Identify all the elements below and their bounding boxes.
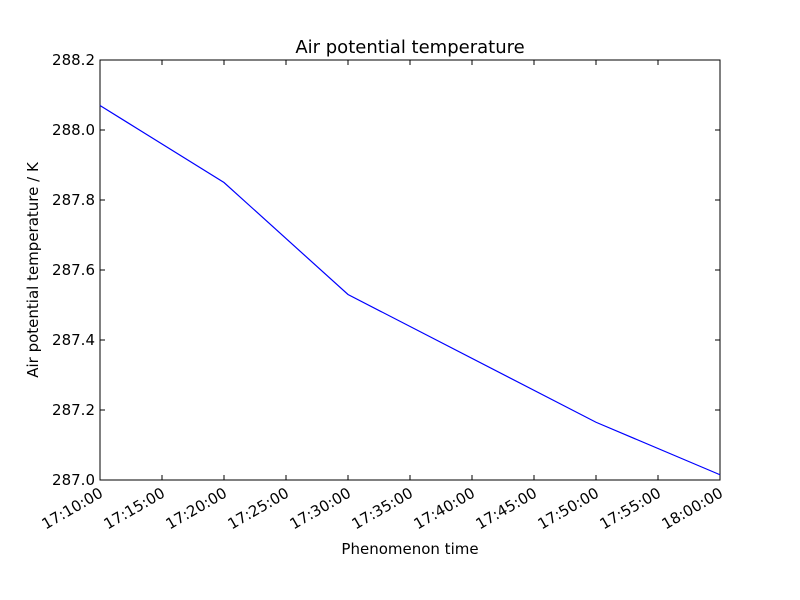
x-tick-label: 17:55:00 [597,484,664,533]
y-tick-label: 287.0 [52,471,95,489]
x-tick-label: 17:45:00 [473,484,540,533]
y-tick-label: 288.2 [52,51,95,69]
x-tick-label: 17:40:00 [411,484,478,533]
x-tick-label: 18:00:00 [659,484,726,533]
series-line [99,104,721,476]
chart-title: Air potential temperature [295,37,524,58]
y-axis-label: Air potential temperature / K [24,161,42,378]
x-tick-label: 17:20:00 [163,484,230,533]
x-tick-label: 17:10:00 [39,484,106,533]
x-tick-label: 17:30:00 [287,484,354,533]
y-tick-label: 287.6 [52,261,95,279]
x-tick-label: 17:25:00 [225,484,292,533]
series-layer [99,104,721,476]
y-tick-label: 287.8 [52,191,95,209]
y-tick-label: 288.0 [52,121,95,139]
plot-frame [99,59,721,481]
x-tick-label: 17:35:00 [349,484,416,533]
x-tick-label: 17:15:00 [101,484,168,533]
y-tick-label: 287.2 [52,401,95,419]
x-tick-label: 17:50:00 [535,484,602,533]
y-tick-label: 287.4 [52,331,95,349]
x-axis-label: Phenomenon time [341,540,478,558]
y-axis: 287.0 287.2 287.4 287.6 287.8 288.0 288.2 [52,51,720,489]
